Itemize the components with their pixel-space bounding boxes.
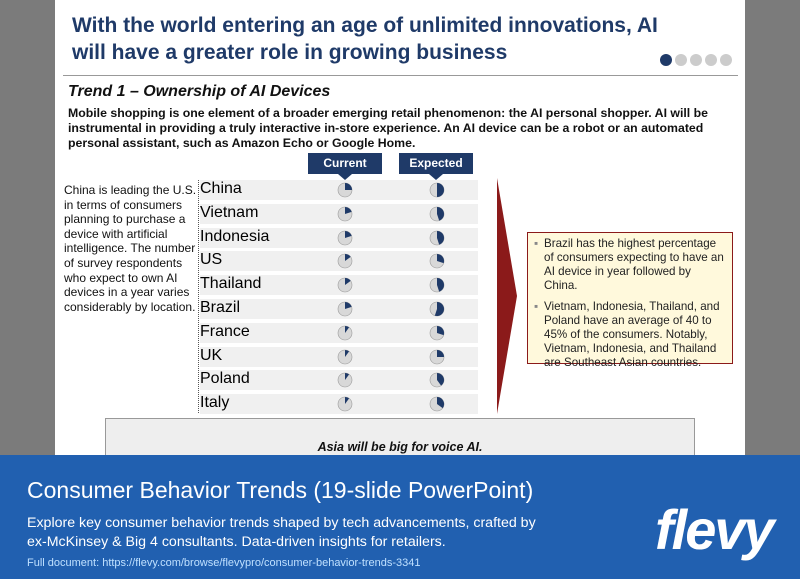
ball-fill <box>345 397 350 405</box>
harvey-ball <box>337 206 353 222</box>
banner-description: Explore key consumer behavior trends sha… <box>27 515 536 550</box>
ball-fill <box>345 302 352 309</box>
ball-fill <box>345 183 352 190</box>
ball-fill <box>345 278 351 286</box>
ball-fill <box>345 206 352 214</box>
ball-fill <box>345 325 350 333</box>
callout: Brazil has the highest percentage of con… <box>527 232 733 369</box>
harvey-ball <box>429 182 445 198</box>
harvey-ball <box>337 325 353 341</box>
harvey-ball <box>429 349 445 364</box>
harvey-ball <box>337 301 353 317</box>
harvey-ball <box>429 396 445 412</box>
conclusion-box: Asia will be big for voice AI. <box>105 418 695 456</box>
column-header: Current <box>308 153 382 180</box>
ball-fill <box>345 373 350 381</box>
banner-title: Consumer Behavior Trends (19-slide Power… <box>27 477 533 504</box>
harvey-ball <box>337 182 353 198</box>
ball-fill <box>437 349 444 357</box>
ball-fill <box>437 206 444 221</box>
country: US <box>200 251 223 269</box>
harvey-ball <box>429 373 445 388</box>
logo: flevy <box>655 498 775 561</box>
ball-fill <box>434 302 444 316</box>
arrow <box>497 178 517 414</box>
harvey-ball <box>429 325 445 341</box>
column-header: Expected <box>399 153 473 180</box>
ball-fill <box>437 254 444 264</box>
ball-fill <box>437 230 444 245</box>
slide-title: With the world entering an age of unlimi… <box>72 14 658 64</box>
ball-fill <box>437 373 444 387</box>
harvey-ball <box>429 206 445 222</box>
country: Italy <box>200 394 230 412</box>
harvey-ball <box>337 254 353 269</box>
ball-fill <box>437 183 444 197</box>
intro-text: Mobile shopping is one element of a broa… <box>68 106 708 150</box>
ball-fill <box>437 397 444 409</box>
ball-fill <box>437 325 444 335</box>
ball-fill <box>437 278 444 292</box>
trend-heading: Trend 1 – Ownership of AI Devices <box>68 83 331 100</box>
callout-bullet: Vietnam, Indonesia, Thailand, and Poland… <box>534 300 726 370</box>
banner-subtitle: (19-slide PowerPoint) <box>313 477 534 503</box>
ball-fill <box>345 254 351 262</box>
country: China <box>200 180 242 197</box>
banner-link[interactable]: Full document: https://flevy.com/browse/… <box>27 557 421 569</box>
country: Indonesia <box>200 227 270 245</box>
country: Thailand <box>200 275 262 293</box>
ball-fill <box>345 230 352 238</box>
banner-title-main: Consumer Behavior Trends <box>27 477 307 503</box>
harvey-ball <box>429 301 445 317</box>
country: Vietnam <box>200 203 259 221</box>
harvey-ball <box>337 230 353 245</box>
harvey-ball <box>337 373 353 388</box>
harvey-ball <box>429 230 445 245</box>
callout-bullet: Brazil has the highest percentage of con… <box>534 237 726 293</box>
banner <box>0 455 800 579</box>
separator <box>198 180 200 413</box>
country: France <box>200 322 250 340</box>
country: Brazil <box>200 299 241 316</box>
side-note: China is leading the U.S. in terms of co… <box>64 183 197 314</box>
country: Poland <box>200 370 250 388</box>
country: UK <box>200 346 223 364</box>
divider <box>63 75 738 76</box>
harvey-ball <box>429 277 445 293</box>
ball-fill <box>345 349 350 357</box>
harvey-ball <box>429 254 445 269</box>
harvey-ball <box>337 349 353 364</box>
harvey-ball <box>337 396 353 412</box>
harvey-ball <box>337 277 353 293</box>
conclusion: Asia will be big for voice AI. <box>317 440 483 454</box>
progress-dots <box>660 53 735 71</box>
